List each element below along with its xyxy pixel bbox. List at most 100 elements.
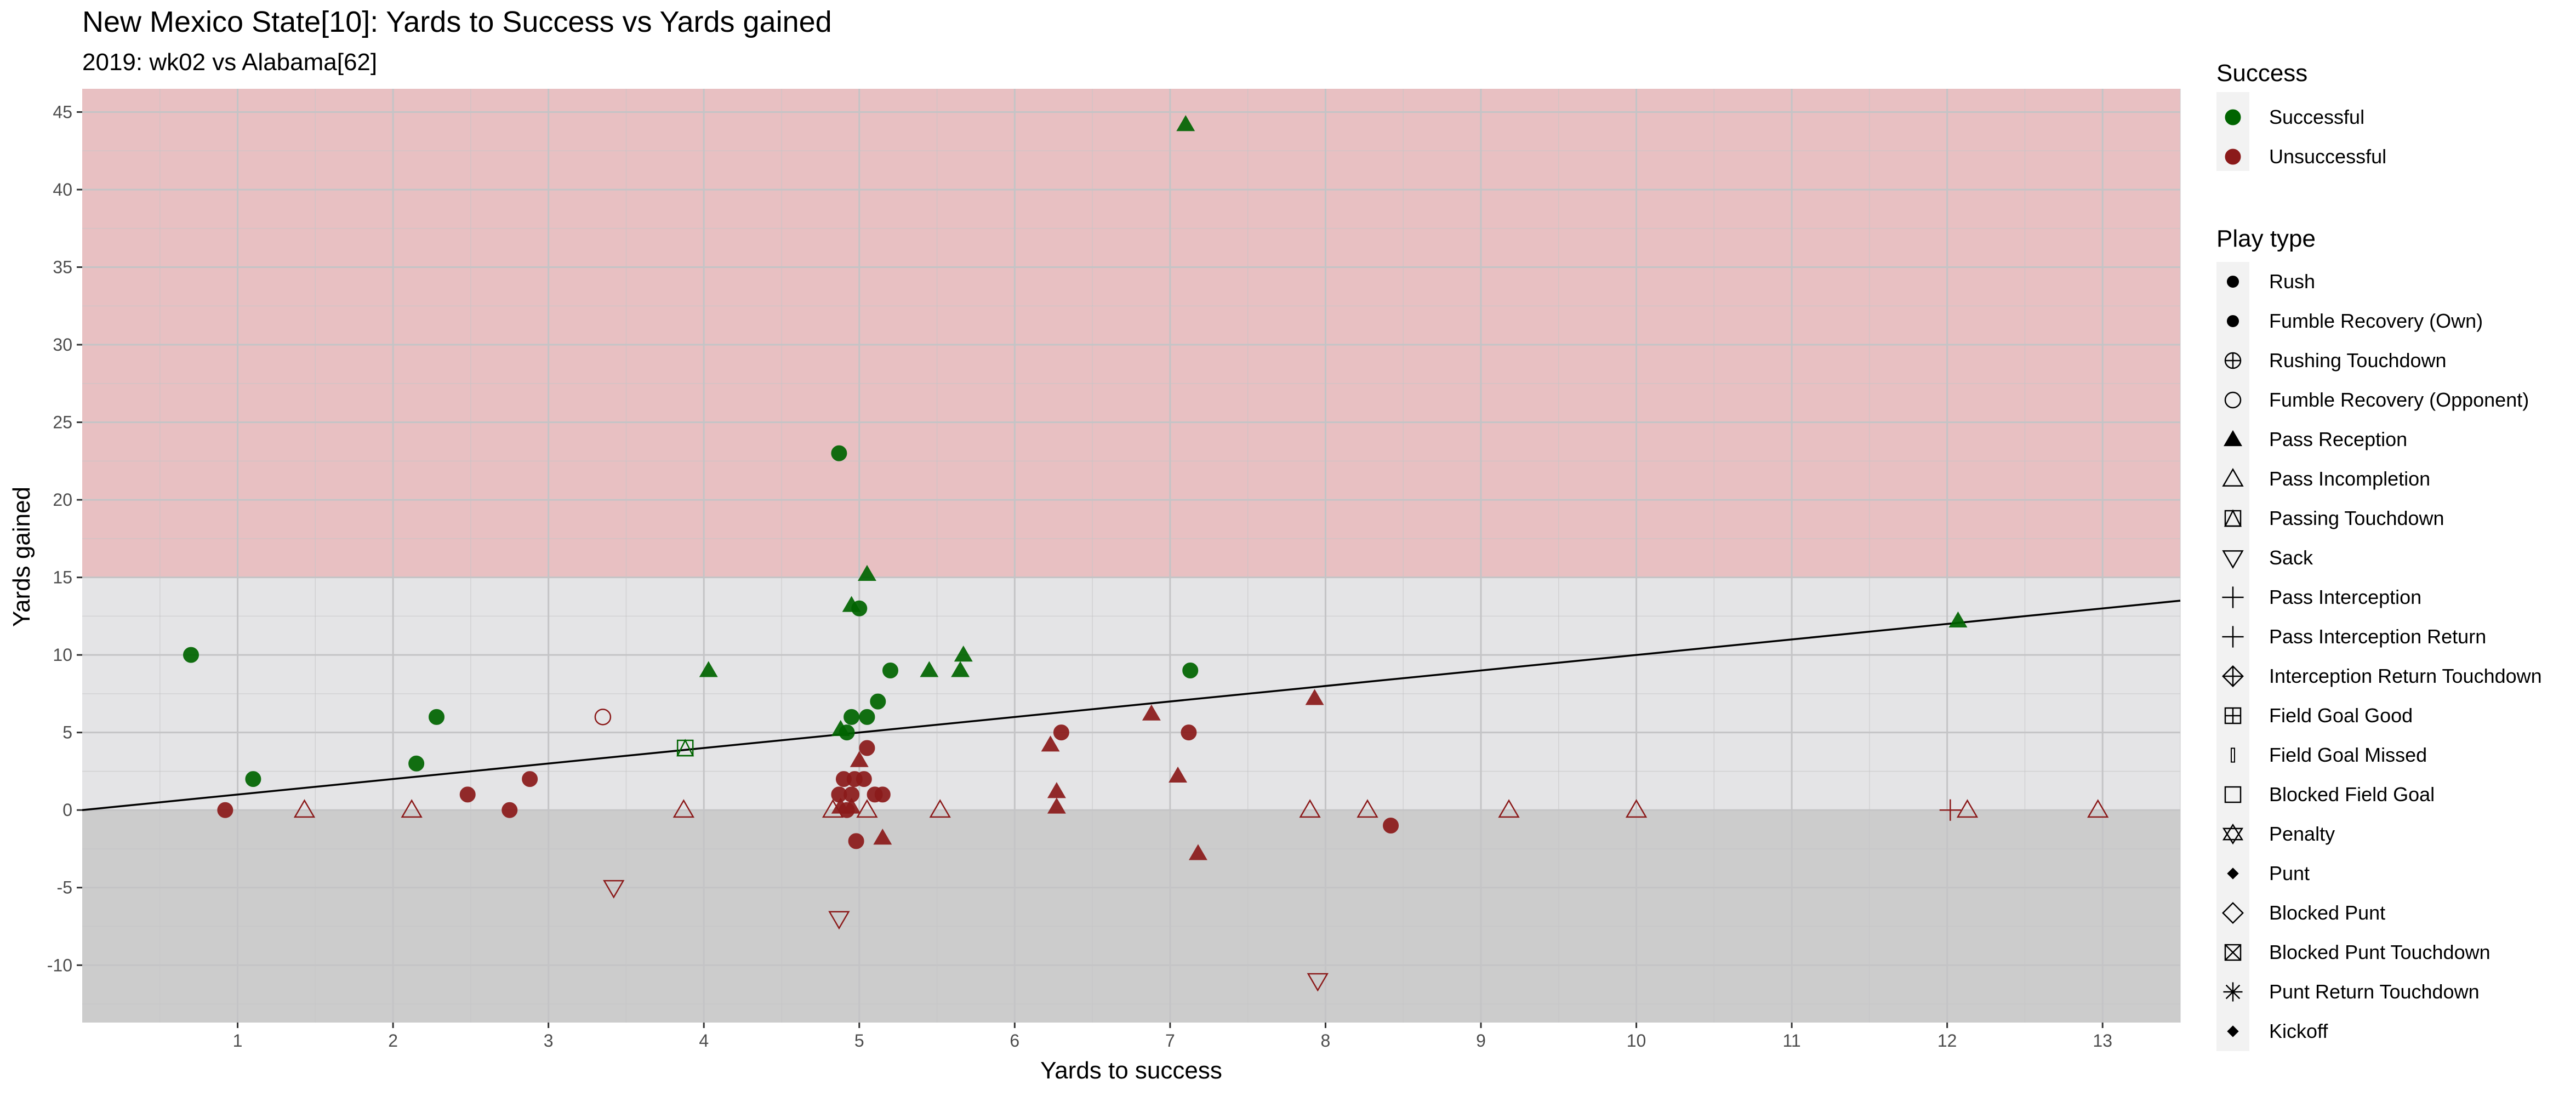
data-point: [1188, 844, 1207, 860]
identity-line: [82, 600, 2181, 811]
data-point: [954, 646, 973, 662]
data-point: [183, 647, 199, 663]
legend-key-play-type: [2222, 665, 2244, 687]
legend-key-play-type: [2222, 586, 2244, 608]
data-point: [501, 802, 518, 818]
data-point: [874, 786, 891, 803]
legend-label-play-type: Fumble Recovery (Opponent): [2269, 389, 2529, 411]
legend-title-play-type: Play type: [2216, 225, 2316, 252]
legend-label-play-type: Interception Return Touchdown: [2269, 665, 2542, 687]
y-axis-ticks: -10 -5 0 5 10 15 20 25 30 35 40 45: [47, 102, 82, 975]
y-tick-label: 5: [62, 723, 72, 743]
chart-subtitle: 2019: wk02 vs Alabama[62]: [82, 49, 377, 76]
data-point: [856, 771, 872, 787]
legend-label-play-type: Kickoff: [2269, 1020, 2328, 1042]
data-point: [873, 829, 892, 845]
data-point: [831, 445, 847, 461]
legend-key-play-type: [2224, 430, 2242, 447]
data-point: [842, 797, 861, 814]
data-point: [1041, 735, 1060, 752]
legend-label-play-type: Rushing Touchdown: [2269, 349, 2447, 372]
legend-label-play-type: Fumble Recovery (Own): [2269, 310, 2483, 332]
legend-key-unsuccessful: [2225, 149, 2241, 165]
data-point: [920, 661, 939, 677]
x-tick-label: 10: [1627, 1031, 1646, 1051]
legend-key-play-type: [2222, 902, 2244, 924]
data-point: [1956, 799, 1979, 818]
data-point: [401, 799, 423, 818]
data-point: [429, 709, 445, 725]
data-point: [1181, 724, 1197, 741]
data-point: [293, 799, 316, 818]
data-point: [594, 709, 612, 726]
legend-label-play-type: Pass Interception Return: [2269, 625, 2486, 648]
legend-key-play-type: [2223, 982, 2243, 1002]
y-tick-label: -10: [47, 955, 72, 975]
legend-key-play-type: [2224, 786, 2242, 803]
y-tick-label: 45: [53, 102, 72, 122]
data-point: [1307, 973, 1329, 992]
data-point: [822, 799, 844, 818]
data-point: [245, 771, 261, 787]
y-tick-label: 25: [53, 413, 72, 432]
x-axis-ticks: 1 2 3 4 5 6 7 8 9 10 11 12 13: [233, 1023, 2112, 1051]
legend-key-play-type: [2222, 550, 2244, 569]
data-point: [459, 786, 476, 803]
data-point: [217, 802, 233, 818]
legend-key-successful: [2225, 109, 2241, 125]
legend-label-play-type: Field Goal Good: [2269, 704, 2413, 727]
chart-title: New Mexico State[10]: Yards to Success v…: [82, 5, 832, 38]
legend-key-play-type: [2227, 276, 2239, 288]
legend-label-play-type: Pass Reception: [2269, 428, 2407, 450]
y-tick-label: 35: [53, 258, 72, 277]
data-point: [603, 880, 625, 899]
y-tick-label: -5: [57, 878, 72, 898]
legend-label-play-type: Passing Touchdown: [2269, 507, 2444, 529]
data-point: [1182, 662, 1199, 678]
data-point: [1299, 799, 1321, 818]
y-tick-label: 40: [53, 180, 72, 199]
legend-label-play-type: Field Goal Missed: [2269, 744, 2427, 766]
data-point: [859, 709, 875, 725]
legend-label-play-type: Blocked Punt: [2269, 901, 2385, 924]
data-point: [676, 739, 694, 757]
legend-key-play-type: [2222, 626, 2244, 648]
legend-key-play-type: [2224, 944, 2242, 961]
data-point: [828, 911, 850, 930]
x-tick-label: 6: [1010, 1031, 1019, 1051]
x-tick-label: 5: [854, 1031, 864, 1051]
x-tick-label: 11: [1783, 1031, 1801, 1051]
x-tick-label: 8: [1321, 1031, 1331, 1051]
legend-key-play-type: [2224, 391, 2242, 409]
data-point: [1383, 818, 1399, 834]
legend-key-play-type: [2222, 823, 2244, 845]
legend-key-play-type: [2224, 707, 2242, 724]
data-point: [851, 600, 868, 616]
data-point: [1305, 689, 1324, 705]
legend: Success Successful Unsuccessful Play type Ru…: [2216, 60, 2542, 1051]
legend-key-play-type: [2227, 315, 2239, 327]
legend-label-play-type: Blocked Field Goal: [2269, 783, 2435, 806]
data-point: [848, 833, 864, 849]
y-tick-label: 30: [53, 335, 72, 355]
x-tick-label: 12: [1937, 1031, 1957, 1051]
data-point: [699, 661, 718, 677]
legend-label-successful: Successful: [2269, 106, 2364, 128]
data-point: [870, 693, 886, 710]
grid-lines: [82, 89, 2181, 1023]
data-point: [1047, 797, 1066, 814]
legend-label-play-type: Penalty: [2269, 823, 2335, 845]
legend-label-play-type: Rush: [2269, 270, 2315, 293]
plot-background: [82, 89, 2180, 1023]
data-points: [183, 115, 2109, 992]
legend-label-play-type: Punt Return Touchdown: [2269, 980, 2480, 1003]
legend-key-play-type: [2224, 352, 2242, 369]
legend-label-unsuccessful: Unsuccessful: [2269, 145, 2386, 168]
x-tick-label: 3: [544, 1031, 554, 1051]
legend-key-play-type: [2224, 509, 2242, 527]
y-tick-label: 20: [53, 490, 72, 510]
legend-key-background: [2216, 262, 2249, 1051]
y-axis-label: Yards gained: [8, 487, 35, 627]
y-tick-label: 0: [62, 800, 72, 820]
